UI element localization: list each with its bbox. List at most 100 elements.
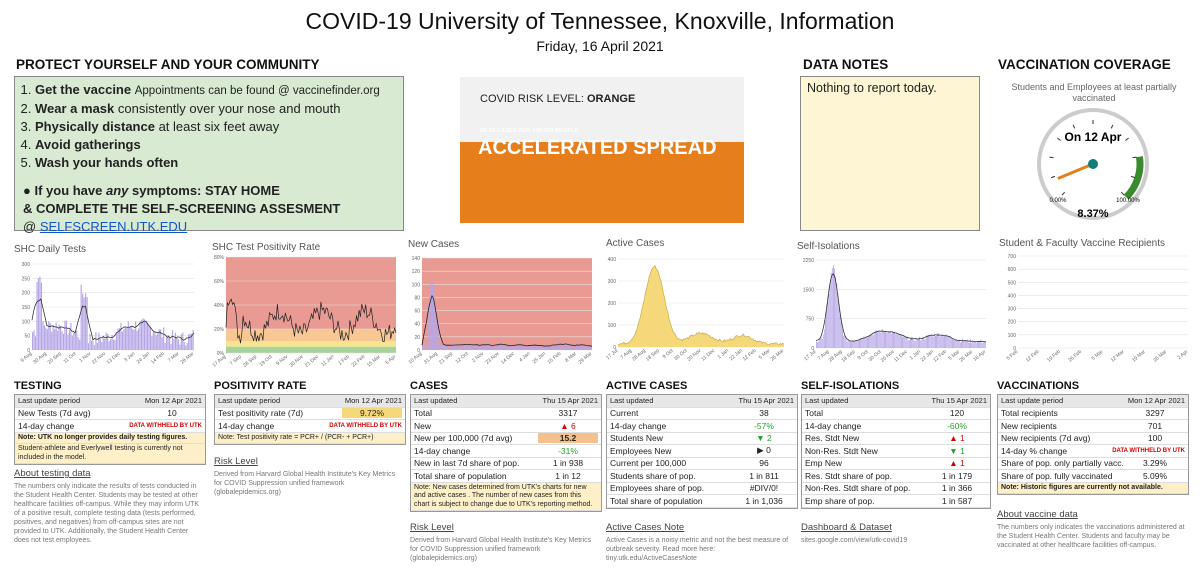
test-bar <box>133 329 135 350</box>
y-tick-label: 1500 <box>803 287 814 293</box>
table-row: Total share of population 1 in 1,036 <box>607 495 797 508</box>
test-bar <box>105 332 107 350</box>
table-row: 14-day change -31% <box>411 445 601 458</box>
iso-bar <box>831 268 833 348</box>
vaccination-heading: VACCINATION COVERAGE <box>998 57 1171 72</box>
x-tick-label: 21 Dec <box>304 354 320 369</box>
case-bar <box>426 347 428 350</box>
y-tick-label: 100 <box>1008 333 1017 339</box>
x-tick-label: 26 Feb <box>1067 349 1083 364</box>
case-bar <box>490 344 492 350</box>
x-tick-label: 4 Jan <box>518 351 531 364</box>
case-bar <box>579 342 581 350</box>
iso-bar <box>851 341 852 348</box>
iso-bar <box>973 343 975 348</box>
vaccinerec-chart-title: Student & Faculty Vaccine Recipients <box>999 238 1166 249</box>
y-tick-label: 40% <box>214 303 225 309</box>
iso-bar <box>862 339 864 348</box>
y-tick-label: 400 <box>1008 293 1017 299</box>
iso-bar <box>954 340 956 348</box>
iso-bar <box>840 322 842 348</box>
test-bar <box>102 336 104 350</box>
case-bar <box>515 345 517 350</box>
y-tick-label: 200 <box>608 301 617 307</box>
y-tick-label: 600 <box>1008 267 1017 273</box>
y-tick-label: 80% <box>214 255 225 261</box>
test-bar <box>101 342 103 350</box>
case-bar <box>526 345 528 350</box>
iso-bar <box>961 341 962 348</box>
iso-bar <box>882 330 884 348</box>
test-bar <box>161 337 163 350</box>
iso-bar <box>865 338 867 348</box>
iso-bar <box>925 335 927 348</box>
active-heading: ACTIVE CASES <box>606 380 688 392</box>
iso-bar <box>881 329 883 348</box>
iso-bar <box>876 330 877 348</box>
test-bar <box>48 321 50 350</box>
test-bar <box>96 342 98 350</box>
test-bar <box>52 325 54 350</box>
iso-bar <box>863 336 865 348</box>
test-bar <box>77 337 79 350</box>
case-bar <box>511 346 513 350</box>
testing-desc: The numbers only indicate the results of… <box>14 483 200 544</box>
test-bar <box>121 331 124 350</box>
x-tick-label: 9 Aug <box>20 351 34 364</box>
x-tick-label: 29 Mar <box>578 351 594 366</box>
iso-bar <box>819 338 821 348</box>
case-bar <box>528 345 530 350</box>
positivity-link[interactable]: Risk Level <box>214 456 258 467</box>
case-bar <box>556 343 558 350</box>
test-bar <box>65 320 68 350</box>
case-bar <box>441 345 443 350</box>
test-bar <box>183 342 185 350</box>
test-bar <box>79 339 81 350</box>
iso-bar <box>927 335 928 348</box>
x-tick-label: 17 Aug <box>211 354 227 369</box>
case-bar <box>456 345 458 350</box>
vacc-link[interactable]: About vaccine data <box>997 509 1078 520</box>
iso-link[interactable]: Dashboard & Dataset <box>801 522 892 533</box>
x-tick-label: 17 Jul <box>803 349 817 362</box>
case-bar <box>560 343 562 350</box>
table-header: Last updated Thu 15 Apr 2021 <box>802 395 990 408</box>
case-bar <box>468 344 470 350</box>
cases-trend-line <box>421 294 593 347</box>
cases-link[interactable]: Risk Level <box>410 522 454 533</box>
cases-heading: CASES <box>410 380 448 392</box>
case-bar <box>436 315 438 350</box>
positivity-table: Last update period Mon 12 Apr 2021 Test p… <box>214 394 406 445</box>
y-tick-label: 300 <box>608 279 617 285</box>
iso-bar <box>902 336 903 348</box>
iso-bar <box>821 338 823 348</box>
iso-bar <box>919 336 920 348</box>
iso-bar <box>911 336 913 348</box>
table-row: Non-Res. Stdt share of pop. 1 in 366 <box>802 483 990 495</box>
table-row: New in last 7d share of pop. 1 in 938 <box>411 458 601 470</box>
test-bar <box>146 322 149 350</box>
active-link[interactable]: Active Cases Note <box>606 522 685 533</box>
selfscreen-link[interactable]: SELFSCREEN.UTK.EDU <box>39 219 188 234</box>
risk-level-text: ACCELERATED SPREAD <box>478 137 717 159</box>
iso-bar <box>912 336 914 348</box>
x-tick-label: 18 Sep <box>841 349 857 364</box>
case-bar <box>487 344 489 350</box>
case-bar <box>458 345 460 350</box>
test-bar <box>145 320 147 350</box>
x-tick-label: 22 Nov <box>91 351 107 366</box>
case-bar <box>494 346 496 350</box>
test-bar <box>62 333 65 350</box>
risk-level-label: COVID RISK LEVEL: ORANGE <box>480 93 636 105</box>
test-bar <box>155 335 157 350</box>
test-bar <box>70 322 72 350</box>
iso-bar <box>839 313 841 348</box>
testing-link[interactable]: About testing data <box>14 468 91 479</box>
iso-bar <box>899 333 901 348</box>
case-bar <box>514 345 516 350</box>
gauge-tick <box>1132 156 1137 159</box>
iso-bar <box>976 341 978 348</box>
iso-bar <box>890 333 892 348</box>
y-tick-label: 700 <box>1008 254 1017 260</box>
x-tick-label: 9 Nov <box>275 354 289 367</box>
